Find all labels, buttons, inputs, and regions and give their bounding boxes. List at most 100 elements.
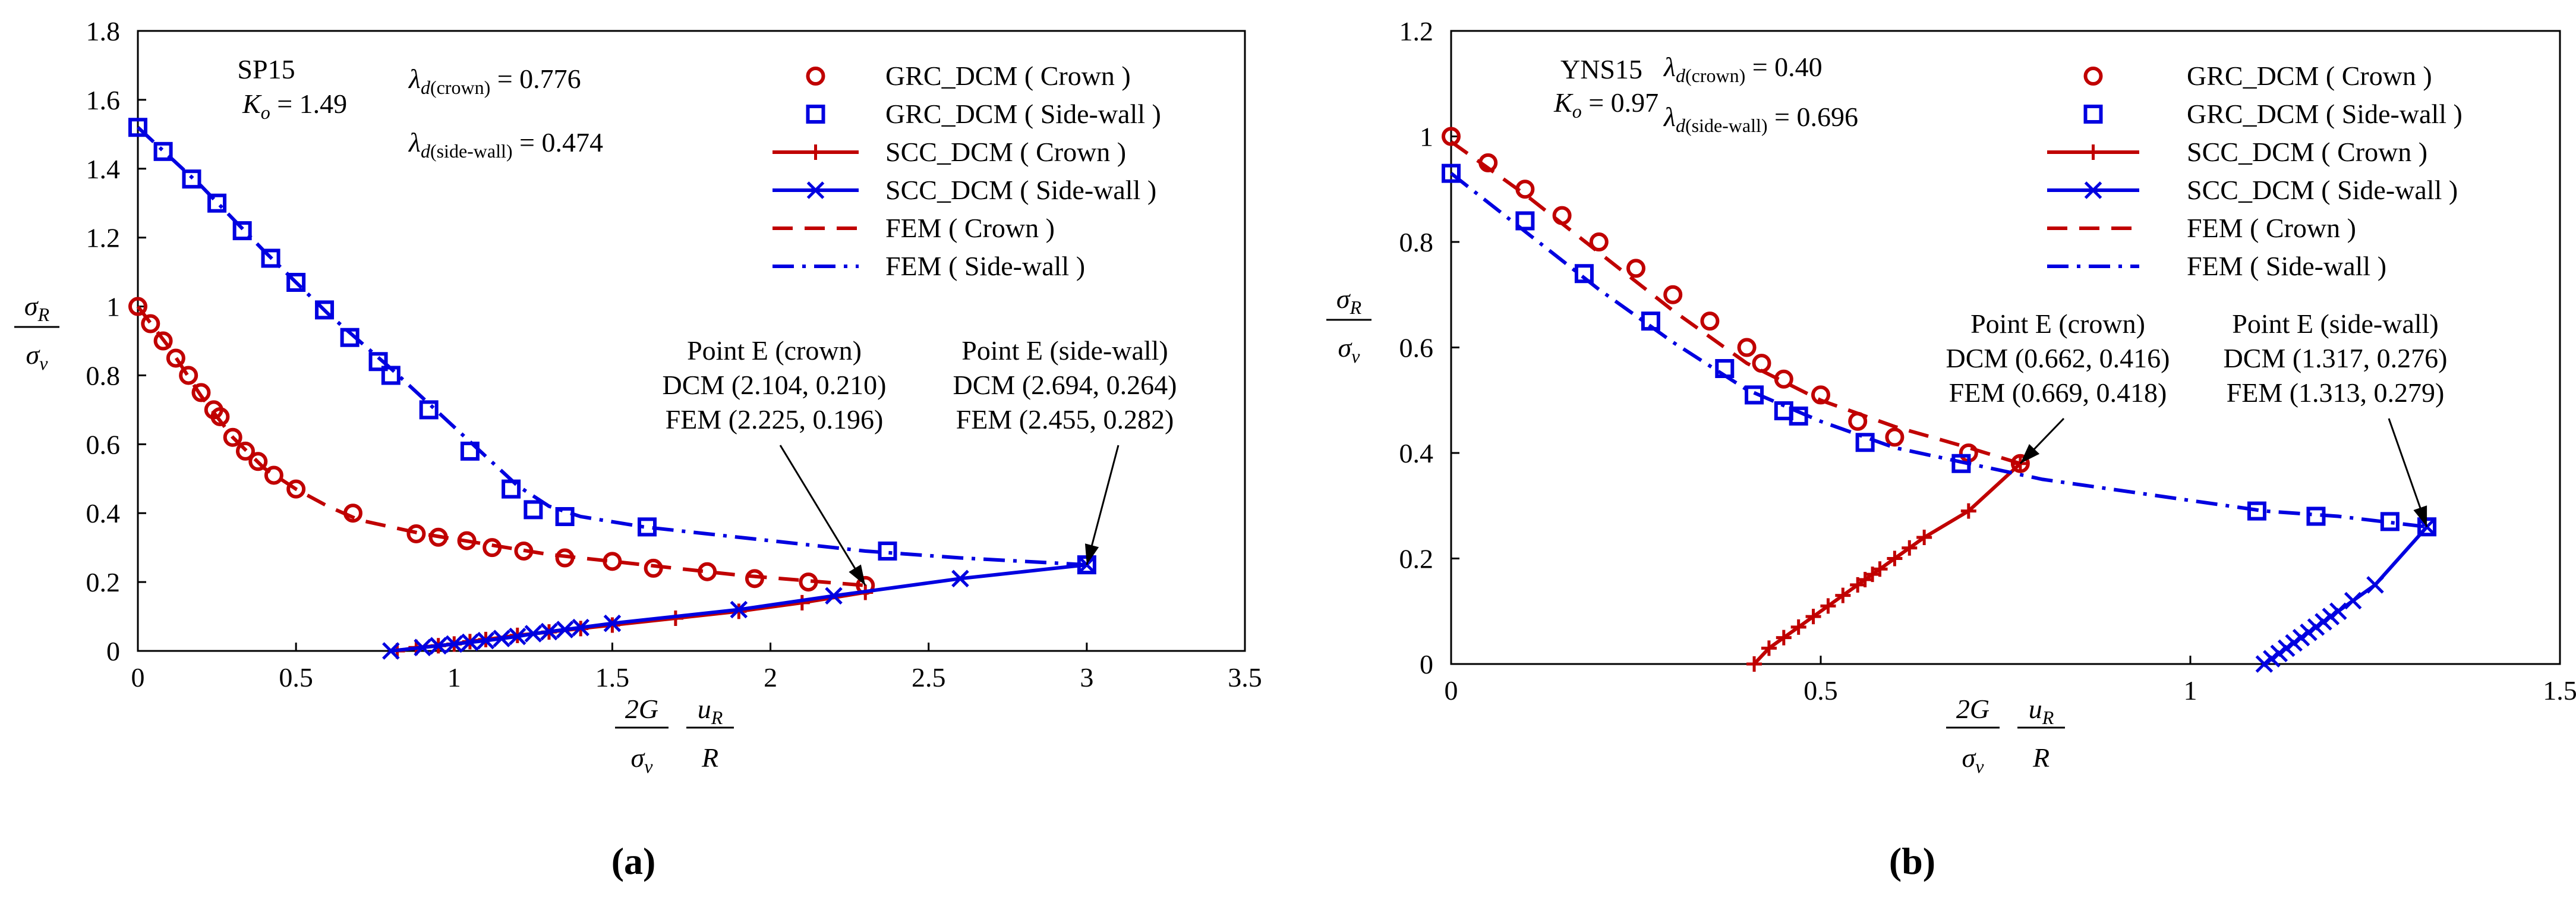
x-label-sigma: σ: [1962, 742, 1977, 773]
data-point-scc-dcm-side-wall: [445, 635, 464, 653]
legend-marker-scc-dcm-crown: [808, 144, 824, 160]
series-line-fem-side-wall: [136, 125, 1087, 567]
data-point-scc-dcm-side-wall: [2344, 591, 2362, 610]
lambda-symbol: λ: [408, 64, 421, 94]
annotation-line: FEM (2.455, 0.282): [956, 404, 1174, 435]
x-label-sub-r: R: [711, 707, 723, 728]
data-point-grc-dcm-side-wall: [128, 118, 147, 137]
x-label-ur: uR: [2029, 694, 2054, 728]
y-tick-label: 1.6: [86, 85, 121, 115]
annotation-line: FEM (2.225, 0.196): [666, 404, 884, 435]
annotation-line: Point E (crown): [1970, 309, 2145, 339]
lambda-wall-label: λd(side-wall) = 0.696: [1663, 102, 1858, 136]
data-point-grc-dcm-side-wall: [1574, 264, 1594, 284]
y-tick-label: 0.4: [1399, 438, 1434, 468]
data-point-grc-dcm-crown: [1700, 311, 1720, 331]
x-label-2g: 2G: [1956, 694, 1989, 724]
data-point-scc-dcm-crown: [1835, 587, 1851, 603]
lambda-crown-label: λd(crown) = 0.776: [408, 64, 581, 98]
data-point-scc-dcm-crown: [1746, 656, 1762, 672]
y-tick-label: 0.2: [1399, 544, 1434, 574]
x-label-u: u: [698, 694, 711, 724]
lambda-wall-label: λd(side-wall) = 0.474: [408, 127, 603, 162]
ko-symbol: K: [1553, 87, 1574, 118]
data-point-scc-dcm-crown: [1960, 503, 1976, 519]
data-point-grc-dcm-crown: [166, 348, 185, 368]
legend-label-grc-dcm-side-wall: GRC_DCM ( Side-wall ): [2187, 99, 2463, 129]
y-tick-label: 1: [1420, 122, 1433, 152]
lambda-symbol: λ: [1663, 52, 1676, 82]
x-tick-label: 3.5: [1228, 662, 1262, 693]
legend-marker-grc-dcm-crown: [806, 67, 825, 86]
data-point-scc-dcm-side-wall: [730, 600, 748, 619]
x-tick-label: 0: [1445, 675, 1458, 706]
data-point-grc-dcm-side-wall: [2247, 501, 2266, 521]
data-point-scc-dcm-side-wall: [2300, 623, 2318, 641]
data-point-scc-dcm-side-wall: [382, 642, 400, 660]
data-point-grc-dcm-crown: [1626, 259, 1645, 278]
data-point-grc-dcm-crown: [1589, 232, 1609, 251]
data-point-scc-dcm-side-wall: [2285, 634, 2303, 652]
data-point-scc-dcm-crown: [1820, 598, 1836, 614]
lambda-value: = 0.474: [513, 127, 603, 158]
data-point-grc-dcm-crown: [223, 427, 242, 447]
y-tick-label: 1.2: [86, 223, 121, 253]
lambda-subscript-paren: (crown): [1685, 65, 1745, 86]
data-point-scc-dcm-crown: [1790, 619, 1806, 635]
annotation-arrow: [1086, 445, 1120, 565]
x-tick-label: 2.5: [912, 662, 946, 693]
data-point-grc-dcm-side-wall: [261, 248, 280, 268]
series-line-scc-dcm-crown: [1752, 462, 2022, 666]
data-point-scc-dcm-crown: [1872, 561, 1888, 577]
chart-panel-b: 0 0.5 1 1.5 0 0.2 0.4 0.6 0.8 1 1.2 GRC_DCM ( Crown…: [1326, 16, 2576, 777]
data-point-grc-dcm-side-wall: [153, 141, 173, 161]
y-tick-label: 0.6: [86, 429, 121, 460]
data-point-grc-dcm-side-wall: [419, 400, 439, 420]
data-point-scc-dcm-crown: [1776, 630, 1792, 646]
y-label-sub-v: v: [39, 353, 48, 374]
y-label-sigma-v: σv: [26, 339, 49, 374]
x-label-u: u: [2029, 694, 2042, 724]
data-point-scc-dcm-side-wall: [2322, 608, 2340, 625]
series-line-fem-crown: [136, 305, 866, 587]
y-tick-label: 1.8: [86, 16, 121, 46]
subfigure-label-b: (b): [1889, 840, 1935, 882]
legend-label-scc-dcm-crown: SCC_DCM ( Crown ): [2187, 137, 2427, 167]
data-point-scc-dcm-side-wall: [2307, 618, 2325, 636]
legend-label-fem-crown: FEM ( Crown ): [885, 213, 1055, 243]
ko-value: = 0.97: [1582, 87, 1659, 118]
data-point-grc-dcm-side-wall: [878, 541, 897, 561]
legend-label-fem-side-wall: FEM ( Side-wall ): [2187, 251, 2386, 281]
x-tick-label: 0: [131, 662, 145, 693]
data-point-grc-dcm-crown: [248, 452, 268, 471]
lambda-value: = 0.776: [490, 64, 581, 94]
data-point-scc-dcm-side-wall: [2277, 639, 2296, 657]
data-point-scc-dcm-side-wall: [477, 631, 495, 650]
x-label-r: R: [2032, 742, 2050, 773]
data-point-scc-dcm-side-wall: [603, 614, 622, 632]
lambda-subscript: d: [421, 140, 431, 162]
x-tick-label: 1.5: [595, 662, 630, 693]
x-tick-label: 3: [1080, 662, 1093, 693]
annotation-line: Point E (side-wall): [961, 335, 1168, 366]
x-tick-label: 1: [2184, 675, 2197, 706]
y-tick-label: 0: [1420, 649, 1433, 679]
annotation-arrowhead: [1084, 543, 1099, 565]
annotation-arrowhead: [2020, 443, 2040, 464]
data-point-grc-dcm-crown: [1442, 127, 1461, 146]
data-point-grc-dcm-side-wall: [2380, 512, 2400, 531]
lambda-subscript: d: [1676, 115, 1686, 136]
lambda-symbol: λ: [1663, 102, 1676, 132]
legend-label-scc-dcm-crown: SCC_DCM ( Crown ): [885, 137, 1126, 167]
annotation-arrowhead: [849, 564, 866, 586]
lambda-subscript: d: [421, 77, 431, 98]
lambda-crown-label: λd(crown) = 0.40: [1663, 52, 1823, 86]
legend-label-fem-side-wall: FEM ( Side-wall ): [885, 251, 1085, 281]
lambda-subscript-paren: (side-wall): [430, 140, 513, 162]
legend-marker-grc-dcm-crown: [2083, 67, 2103, 86]
y-label-sigma: σ: [1336, 284, 1351, 314]
data-point-grc-dcm-crown: [1737, 338, 1757, 357]
data-point-scc-dcm-side-wall: [2329, 602, 2347, 621]
series-line-fem-crown: [1450, 140, 2021, 465]
y-tick-label: 0: [106, 636, 120, 666]
